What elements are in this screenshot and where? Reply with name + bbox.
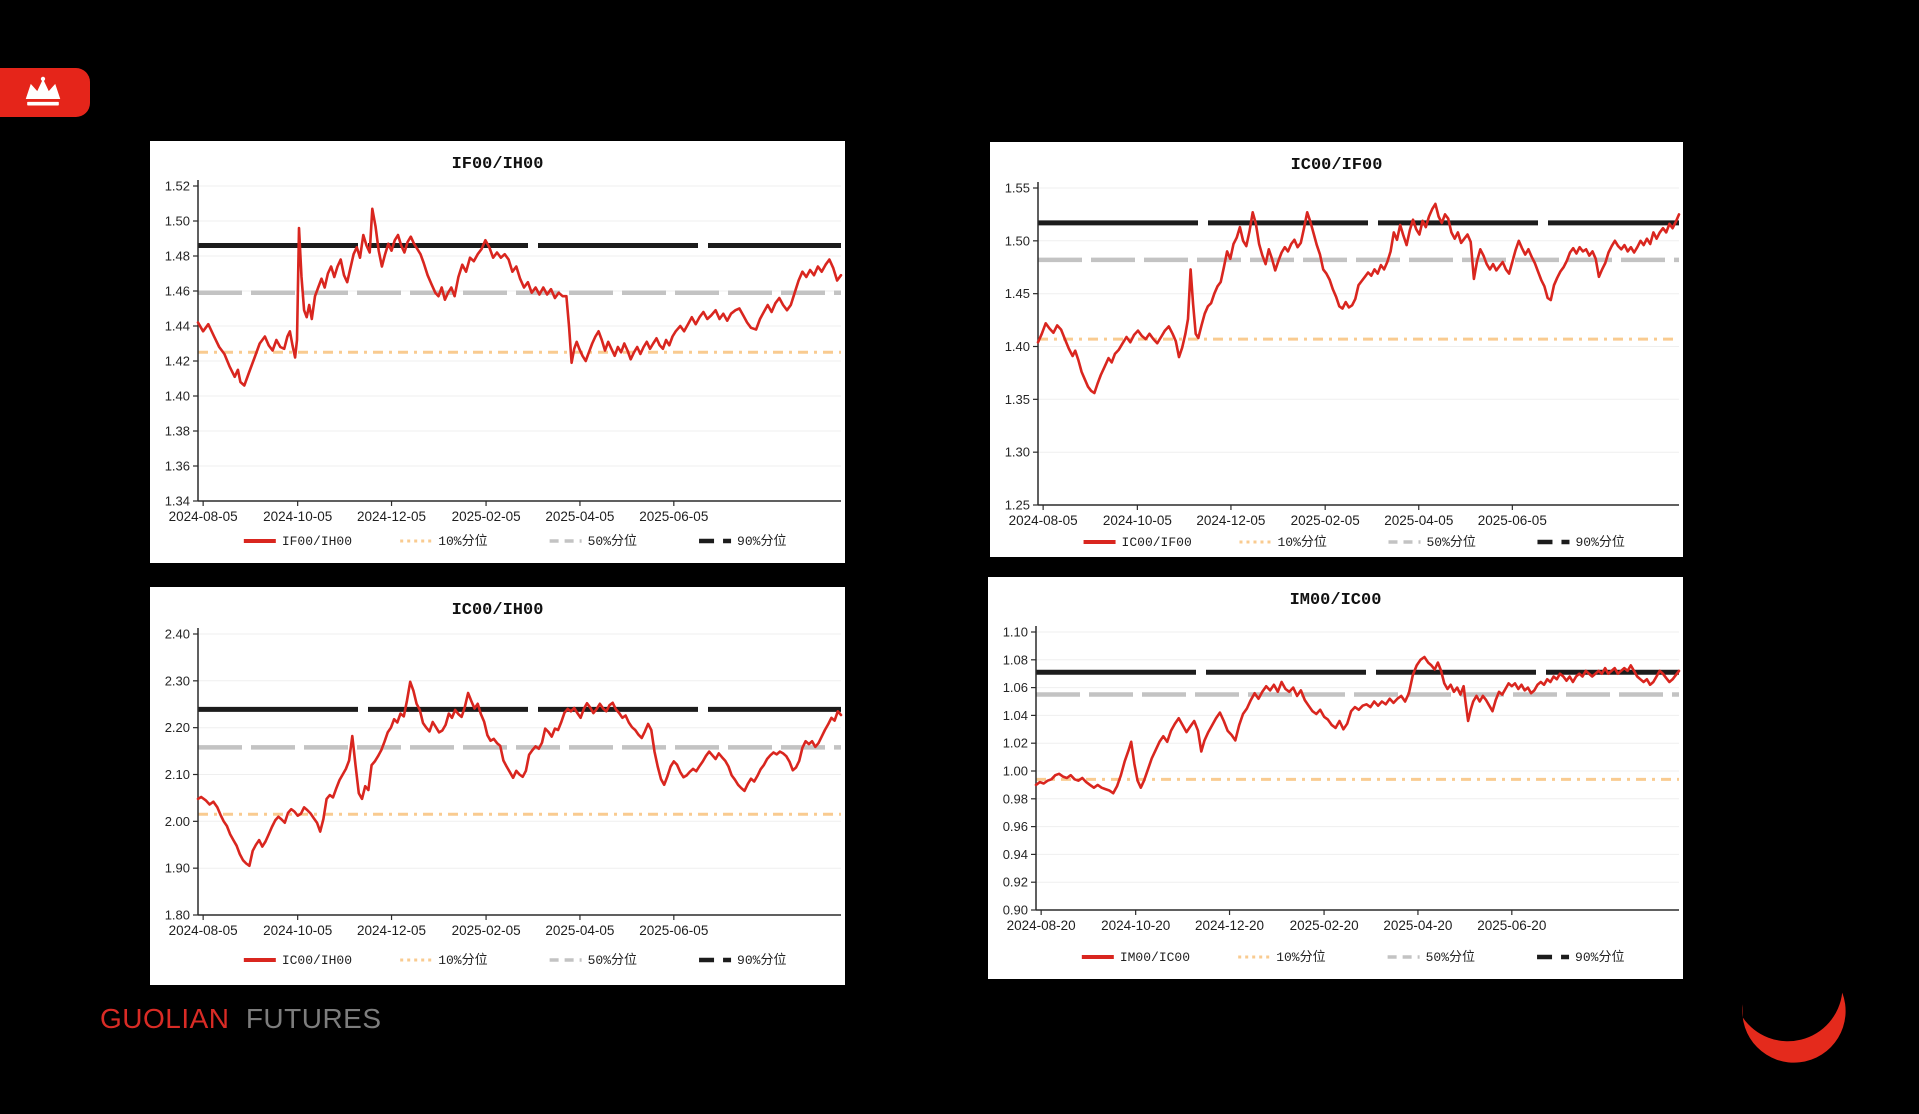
y-axis-tick-label: 1.36 <box>165 459 190 474</box>
legend-item-label: 50%分位 <box>588 953 637 968</box>
x-axis-tick-label: 2025-04-20 <box>1383 918 1452 933</box>
legend-item-label: 10%分位 <box>438 953 487 968</box>
legend-item-label: 50%分位 <box>588 534 637 549</box>
x-axis-tick-label: 2024-08-20 <box>1007 918 1076 933</box>
crown-icon <box>25 76 61 106</box>
x-axis-tick-label: 2024-12-05 <box>357 923 426 938</box>
legend-item-label: 90%分位 <box>737 953 786 968</box>
y-axis-tick-label: 1.80 <box>165 908 190 923</box>
y-axis-tick-label: 0.92 <box>1003 875 1028 890</box>
brand-logo-badge <box>0 68 90 117</box>
legend-item-label: 90%分位 <box>1575 950 1624 965</box>
chart-panel-if00-ih00: 1.52 1.50 1.48 1.46 1.44 1.42 1.40 1.38 1.36 1.34… <box>150 141 845 563</box>
swoosh-arc-icon <box>1742 992 1846 1063</box>
y-axis-tick-label: 1.48 <box>165 249 190 264</box>
x-axis-tick-label: 2024-12-20 <box>1195 918 1264 933</box>
x-axis-tick-label: 2024-12-05 <box>357 509 426 524</box>
y-axis-tick-label: 1.42 <box>165 354 190 369</box>
ratio-line-series <box>196 680 843 868</box>
x-axis-tick-label: 2025-02-20 <box>1290 918 1359 933</box>
y-axis-tick-label: 1.10 <box>1003 625 1028 640</box>
y-axis-tick-label: 1.44 <box>165 319 190 334</box>
brand-wordmark: GUOLIAN FUTURES <box>100 1003 382 1035</box>
y-axis-tick-label: 2.30 <box>165 673 190 688</box>
legend-item-label: 10%分位 <box>438 534 487 549</box>
legend-item-label: 10%分位 <box>1277 535 1326 550</box>
y-axis-tick-label: 2.00 <box>165 814 190 829</box>
x-axis-tick-label: 2024-10-05 <box>1103 513 1172 528</box>
legend-item-label: 50%分位 <box>1426 950 1475 965</box>
chart-title: IC00/IF00 <box>1291 156 1383 175</box>
x-axis-tick-label: 2024-08-05 <box>169 923 238 938</box>
y-axis-tick-label: 0.96 <box>1003 819 1028 834</box>
x-axis-tick-label: 2025-04-05 <box>545 509 614 524</box>
chart-panel-ic00-if00: 1.55 1.50 1.45 1.40 1.35 1.30 1.25 2024-08-05 20… <box>990 142 1683 557</box>
chart-title: IF00/IH00 <box>452 155 544 174</box>
y-axis-tick-label: 1.38 <box>165 424 190 439</box>
x-axis-tick-label: 2024-08-05 <box>169 509 238 524</box>
y-axis-tick-label: 1.50 <box>165 214 190 229</box>
chart-title: IC00/IH00 <box>452 601 544 620</box>
legend-item-label: IM00/IC00 <box>1120 950 1190 965</box>
y-axis-tick-label: 1.00 <box>1003 764 1028 779</box>
ratio-line-series <box>1036 202 1681 395</box>
chart-panel-im00-ic00: 1.10 1.08 1.06 1.04 1.02 1.00 0.98 0.96 0.94 0.92… <box>988 577 1683 979</box>
legend-item-label: IC00/IH00 <box>282 953 352 968</box>
legend-item-label: 90%分位 <box>737 534 786 549</box>
y-axis-tick-label: 2.40 <box>165 627 190 642</box>
x-axis-tick-label: 2024-12-05 <box>1196 513 1265 528</box>
y-axis-tick-label: 1.30 <box>1005 445 1030 460</box>
y-axis-tick-label: 2.20 <box>165 720 190 735</box>
chart-title: IM00/IC00 <box>1290 591 1382 610</box>
ratio-line-series <box>1034 655 1681 795</box>
chart-svg: 1.10 1.08 1.06 1.04 1.02 1.00 0.98 0.96 0.94 0.92… <box>1003 591 1681 965</box>
ratio-line-series <box>196 207 843 387</box>
x-axis-tick-label: 2025-06-05 <box>1478 513 1547 528</box>
y-axis-tick-label: 1.90 <box>165 861 190 876</box>
chart-panel-ic00-ih00: 2.40 2.30 2.20 2.10 2.00 1.90 1.80 2024-08-05 20… <box>150 587 845 985</box>
x-axis-tick-label: 2024-10-05 <box>263 509 332 524</box>
y-axis-tick-label: 1.55 <box>1005 181 1030 196</box>
legend-item-label: 10%分位 <box>1276 950 1325 965</box>
x-axis-tick-label: 2025-02-05 <box>452 923 521 938</box>
y-axis-tick-label: 1.04 <box>1003 708 1028 723</box>
y-axis-tick-label: 1.35 <box>1005 392 1030 407</box>
legend-item-label: 90%分位 <box>1575 535 1624 550</box>
y-axis-tick-label: 1.45 <box>1005 286 1030 301</box>
y-axis-tick-label: 0.98 <box>1003 791 1028 806</box>
y-axis-tick-label: 1.06 <box>1003 680 1028 695</box>
y-axis-tick-label: 1.02 <box>1003 736 1028 751</box>
y-axis-tick-label: 1.34 <box>165 494 190 509</box>
y-axis-tick-label: 0.90 <box>1003 903 1028 918</box>
y-axis-tick-label: 1.25 <box>1005 498 1030 513</box>
x-axis-tick-label: 2024-10-05 <box>263 923 332 938</box>
y-axis-tick-label: 1.46 <box>165 284 190 299</box>
y-axis-tick-label: 1.50 <box>1005 233 1030 248</box>
x-axis-tick-label: 2024-10-20 <box>1101 918 1170 933</box>
x-axis-tick-label: 2025-06-05 <box>639 923 708 938</box>
legend-item-label: IF00/IH00 <box>282 534 352 549</box>
brand-name-red: GUOLIAN <box>100 1003 230 1034</box>
x-axis-tick-label: 2024-08-05 <box>1009 513 1078 528</box>
brand-name-gray: FUTURES <box>245 1003 382 1034</box>
legend-item-label: 50%分位 <box>1426 535 1475 550</box>
x-axis-tick-label: 2025-06-20 <box>1477 918 1546 933</box>
y-axis-tick-label: 1.08 <box>1003 652 1028 667</box>
legend-item-label: IC00/IF00 <box>1122 535 1192 550</box>
x-axis-tick-label: 2025-04-05 <box>545 923 614 938</box>
x-axis-tick-label: 2025-02-05 <box>1291 513 1360 528</box>
y-axis-tick-label: 0.94 <box>1003 847 1028 862</box>
y-axis-tick-label: 1.40 <box>165 389 190 404</box>
x-axis-tick-label: 2025-02-05 <box>452 509 521 524</box>
chart-svg: 1.52 1.50 1.48 1.46 1.44 1.42 1.40 1.38 1.36 1.34… <box>165 155 843 549</box>
x-axis-tick-label: 2025-04-05 <box>1384 513 1453 528</box>
x-axis-tick-label: 2025-06-05 <box>639 509 708 524</box>
y-axis-tick-label: 1.52 <box>165 179 190 194</box>
y-axis-tick-label: 2.10 <box>165 767 190 782</box>
y-axis-tick-label: 1.40 <box>1005 339 1030 354</box>
